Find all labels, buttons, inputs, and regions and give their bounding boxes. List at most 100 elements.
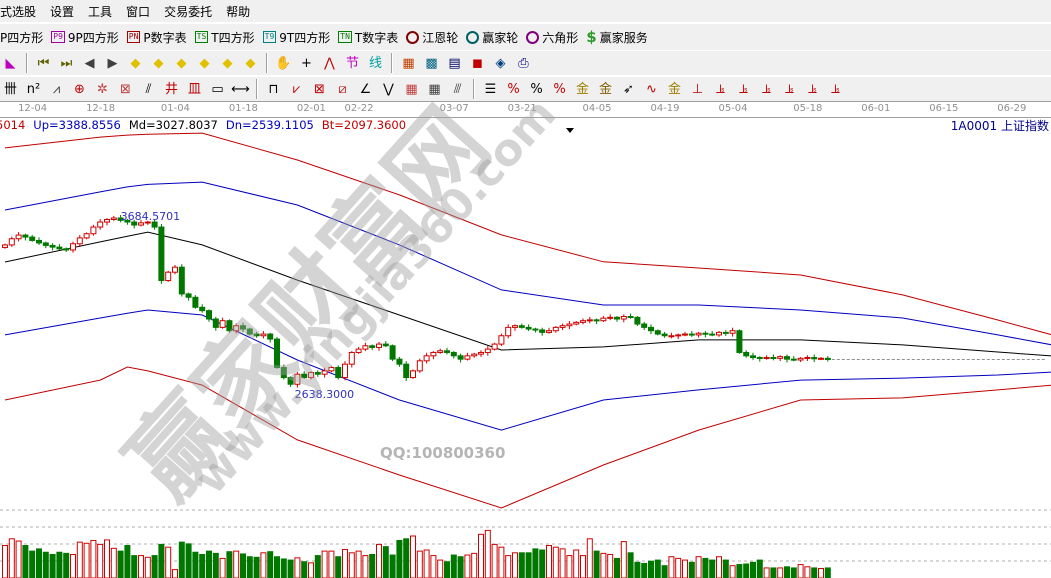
calculator-icon[interactable]: ▩ [425, 55, 438, 71]
grid-icon[interactable]: ▦ [405, 81, 418, 97]
volume-bar [552, 546, 559, 578]
network-icon[interactable]: ◈ [495, 55, 506, 71]
zigzag-icon[interactable]: ⋁ [383, 81, 394, 97]
prev-icon[interactable]: ◀ [84, 55, 95, 71]
tool-9T四方形[interactable]: T9 9T四方形 [262, 29, 330, 46]
volume-bar [15, 540, 22, 578]
gold-circle-icon[interactable]: 金 [575, 81, 589, 97]
candle [648, 326, 654, 332]
rect-icon[interactable]: ⊓ [268, 81, 279, 97]
zoom-out-icon[interactable]: ◆ [245, 55, 256, 71]
candle [362, 345, 369, 350]
candle [471, 353, 478, 357]
volume-bar [131, 555, 138, 578]
candle [512, 325, 518, 328]
first-icon[interactable]: ⏮ [37, 55, 50, 71]
hand-icon[interactable]: ✋ [275, 55, 292, 71]
grid-lines-icon[interactable]: 卌 [3, 81, 17, 97]
tool-T数字表[interactable]: TN T数字表 [338, 29, 398, 46]
volume-bar [688, 561, 695, 578]
tool-P数字表[interactable]: PN P数字表 [126, 29, 187, 46]
tool2-icon[interactable]: ⫡ [716, 81, 725, 97]
diag-icon[interactable]: ⫻ [453, 81, 462, 97]
calendar-icon[interactable]: ▦ [402, 55, 415, 71]
menu-item[interactable]: 设置 [50, 4, 75, 19]
segment-icon[interactable]: 线 [368, 55, 382, 71]
width-icon[interactable]: ⟷ [231, 81, 250, 97]
grid2-icon[interactable]: ▦ [428, 81, 441, 97]
parallel-icon[interactable]: ⫽ [145, 81, 152, 97]
gann-grid-icon[interactable]: 井 [164, 81, 178, 97]
zoom-in-icon[interactable]: ◆ [222, 55, 233, 71]
candle [546, 330, 552, 333]
volume-bar [219, 557, 226, 578]
last-icon[interactable]: ⏭ [60, 55, 73, 71]
tool5-icon[interactable]: ⫡ [785, 81, 794, 97]
menu-item[interactable]: 帮助 [226, 4, 251, 19]
volume-bar [70, 553, 76, 578]
fan-box2-icon[interactable]: ⧄ [338, 81, 347, 97]
candle [539, 329, 546, 333]
tool-P四方形[interactable]: P四方形 [0, 29, 43, 46]
candle [117, 217, 124, 221]
gold-lines-icon[interactable]: 金 [598, 81, 612, 97]
fan-box-icon[interactable]: ⊠ [314, 81, 325, 97]
angle-icon[interactable]: ∠ [359, 81, 372, 97]
extreme-label: 3684.5701 [121, 210, 181, 223]
levels-icon[interactable]: ☰ [484, 81, 497, 97]
save-icon[interactable]: ◼ [472, 55, 483, 71]
tool1-icon[interactable]: ⊥ [691, 81, 704, 97]
arrow-icon[interactable]: ➶ [623, 81, 634, 97]
tool-9P四方形[interactable]: P9 9P四方形 [51, 29, 119, 46]
volume-bar [267, 551, 274, 578]
tool-六角形[interactable]: 六角形 [526, 29, 578, 46]
crosshair-icon[interactable]: + [301, 55, 312, 71]
tool4-icon[interactable]: ⫡ [762, 81, 771, 97]
volume-bar [253, 556, 260, 578]
menu-item[interactable]: 式选股 [0, 4, 37, 19]
circle-cross-icon[interactable]: ⊕ [74, 81, 85, 97]
volume-bar [770, 567, 777, 578]
node-icon[interactable]: 节 [345, 55, 359, 71]
percent-lines-icon[interactable]: % [553, 81, 566, 97]
spiral-icon[interactable]: ✲ [97, 81, 108, 97]
notes-icon[interactable]: ▤ [448, 55, 461, 71]
ruler-icon[interactable]: ▭ [211, 81, 224, 97]
tool-T四方形[interactable]: TS T四方形 [194, 29, 255, 46]
volume-bar [104, 539, 110, 578]
gann-box-icon[interactable]: 皿 [187, 81, 201, 97]
tool7-icon[interactable]: ⫡ [831, 81, 840, 97]
gold-icon[interactable]: 金 [667, 81, 681, 97]
print-icon[interactable]: ⎙ [518, 55, 529, 71]
menu-item[interactable]: 窗口 [126, 4, 151, 19]
menu-item[interactable]: 交易委托 [164, 4, 213, 19]
shrink-icon[interactable]: ◆ [199, 55, 210, 71]
tool-赢家服务[interactable]: $ 赢家服务 [586, 28, 647, 46]
percent-slash-icon[interactable]: % [507, 81, 520, 97]
chart-type-icon[interactable]: ◣ [5, 55, 16, 71]
fan-icon[interactable]: ⩘ [52, 81, 61, 97]
shift-right-icon[interactable]: ◆ [153, 55, 164, 71]
next-icon[interactable]: ▶ [107, 55, 118, 71]
tool-江恩轮[interactable]: 江恩轮 [406, 29, 458, 46]
percent-icon[interactable]: % [530, 81, 543, 97]
candle [260, 333, 267, 337]
line-tool-icon[interactable]: ⋀ [324, 55, 335, 71]
tool3-icon[interactable]: ⫡ [739, 81, 748, 97]
price-chart[interactable]: 3684.5701 2638.3000 [0, 118, 1051, 578]
candle [97, 221, 104, 228]
volume-bar [328, 550, 335, 578]
tool-赢家轮[interactable]: 赢家轮 [466, 29, 518, 46]
gann-fan-icon[interactable]: ⩗ [292, 81, 301, 97]
separator [26, 53, 28, 73]
menu-item[interactable]: 工具 [88, 4, 113, 19]
candle [335, 367, 342, 379]
tool6-icon[interactable]: ⫡ [808, 81, 817, 97]
shift-left-icon[interactable]: ◆ [130, 55, 141, 71]
expand-icon[interactable]: ◆ [176, 55, 187, 71]
wave-icon[interactable]: ∿ [646, 81, 657, 97]
volume-bar [165, 546, 172, 578]
box-icon[interactable]: ⊠ [120, 81, 131, 97]
tool-label: 9P四方形 [67, 30, 119, 45]
square-icon[interactable]: n² [26, 81, 41, 97]
